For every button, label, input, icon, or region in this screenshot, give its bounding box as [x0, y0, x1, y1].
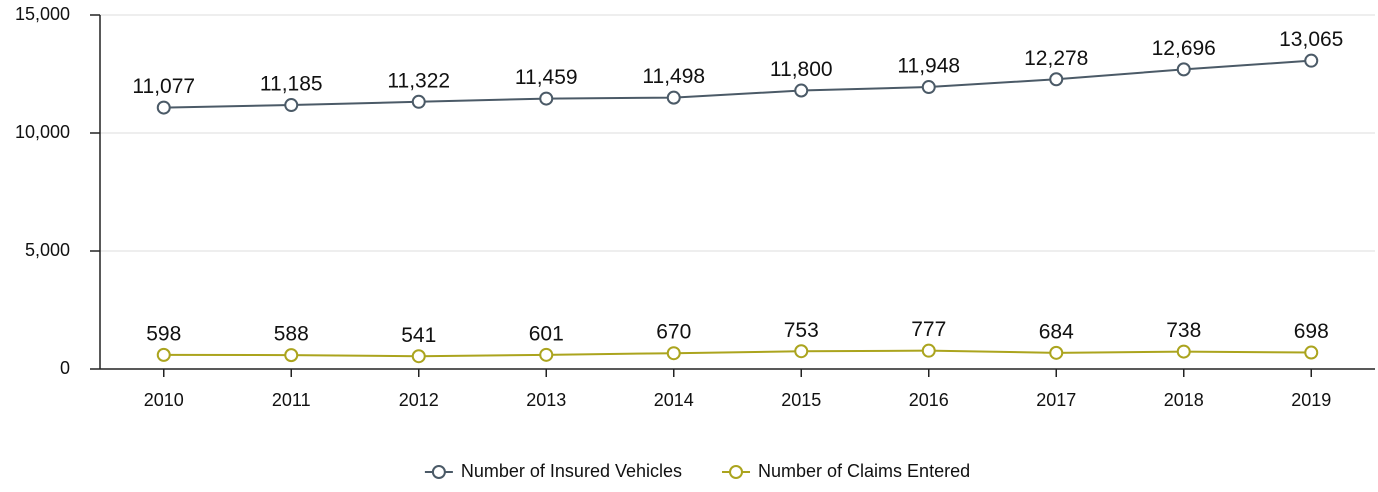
- x-tick-label: 2015: [781, 390, 821, 410]
- value-label: 598: [146, 322, 181, 345]
- x-tick-label: 2010: [144, 390, 184, 410]
- marker: [1049, 72, 1064, 87]
- value-label: 11,077: [132, 75, 195, 98]
- legend-label: Number of Insured Vehicles: [461, 461, 682, 481]
- value-label: 12,278: [1024, 47, 1088, 70]
- value-label: 11,459: [515, 66, 578, 89]
- marker: [1049, 345, 1064, 360]
- value-label: 11,185: [260, 73, 323, 96]
- value-label: 684: [1039, 320, 1074, 343]
- value-label: 11,948: [897, 55, 960, 78]
- x-tick-label: 2016: [909, 390, 949, 410]
- marker: [921, 343, 936, 358]
- x-tick-label: 2018: [1164, 390, 1204, 410]
- value-label: 11,800: [770, 58, 833, 81]
- marker: [921, 80, 936, 95]
- value-label: 541: [401, 324, 436, 347]
- value-label: 698: [1294, 320, 1329, 343]
- marker: [156, 347, 171, 362]
- y-tick-label: 0: [60, 358, 70, 378]
- marker: [156, 100, 171, 115]
- value-label: 588: [274, 323, 309, 346]
- line: [163, 59, 1312, 109]
- marker: [794, 83, 809, 98]
- y-tick-label: 10,000: [15, 122, 70, 142]
- y-tick-label: 5,000: [25, 240, 70, 260]
- x-tick-label: 2011: [272, 390, 311, 410]
- value-label: 13,065: [1279, 28, 1343, 51]
- marker: [284, 348, 299, 363]
- marker: [284, 98, 299, 113]
- value-label: 777: [911, 318, 946, 341]
- value-label: 753: [784, 319, 819, 342]
- value-label: 11,498: [642, 65, 705, 88]
- legend-marker: [431, 465, 446, 479]
- marker: [1176, 344, 1191, 359]
- legend-label: Number of Claims Entered: [758, 461, 970, 481]
- value-label: 601: [529, 322, 564, 345]
- marker: [1304, 53, 1319, 68]
- marker: [411, 349, 426, 364]
- x-tick-label: 2013: [526, 390, 566, 410]
- value-label: 12,696: [1152, 37, 1216, 60]
- marker: [794, 344, 809, 359]
- x-tick-label: 2019: [1291, 390, 1331, 410]
- line: [163, 349, 1312, 358]
- marker: [666, 346, 681, 361]
- y-tick-label: 15,000: [15, 4, 70, 24]
- x-tick-label: 2014: [654, 390, 694, 410]
- value-label: 11,322: [387, 69, 450, 92]
- marker: [411, 94, 426, 109]
- x-tick-label: 2012: [399, 390, 439, 410]
- marker: [539, 91, 554, 106]
- x-tick-label: 2017: [1036, 390, 1076, 410]
- marker: [666, 90, 681, 105]
- marker: [539, 347, 554, 362]
- value-label: 670: [656, 321, 691, 344]
- marker: [1176, 62, 1191, 77]
- marker: [1304, 345, 1319, 360]
- value-label: 738: [1166, 319, 1201, 342]
- legend-marker: [729, 465, 744, 479]
